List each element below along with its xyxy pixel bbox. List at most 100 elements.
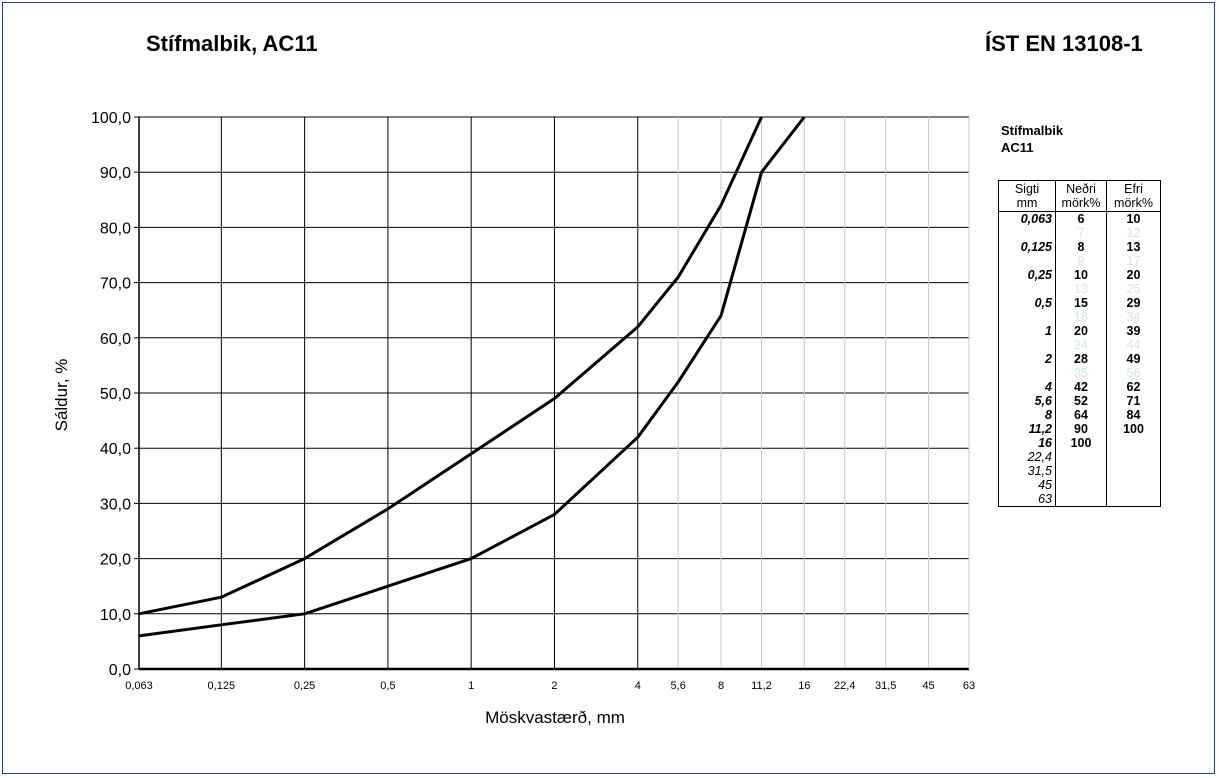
sieve-cell: 45 bbox=[998, 478, 1056, 492]
upper-limit-cell: 49 bbox=[1106, 352, 1161, 366]
sieve-cell: 63 bbox=[998, 492, 1056, 507]
sieve-cell bbox=[998, 366, 1056, 380]
upper-limit-cell bbox=[1106, 450, 1161, 464]
table-row: 5,6 52 71 bbox=[998, 394, 1161, 408]
table-row: 18 34 bbox=[998, 310, 1161, 324]
x-tick-label: 0,063 bbox=[125, 680, 153, 692]
x-tick-label: 8 bbox=[718, 680, 724, 692]
lower-limit-cell: 8 bbox=[1055, 240, 1107, 254]
sieve-cell: 5,6 bbox=[998, 394, 1056, 408]
upper-limit-cell: 25 bbox=[1106, 282, 1161, 296]
table-row: 2 28 49 bbox=[998, 352, 1161, 366]
y-tick-label: 60,0 bbox=[100, 331, 131, 348]
upper-limit-cell: 29 bbox=[1106, 296, 1161, 310]
lower-limit-cell: 9 bbox=[1055, 254, 1107, 268]
chart-grid bbox=[134, 116, 970, 671]
x-tick-label: 5,6 bbox=[671, 680, 686, 692]
x-tick-label: 1 bbox=[468, 680, 474, 692]
header-sieve: Sigti mm bbox=[998, 180, 1056, 212]
sieve-cell bbox=[998, 282, 1056, 296]
table-row: 0,063 6 10 bbox=[998, 211, 1161, 226]
lower-limit-curve bbox=[138, 116, 806, 638]
lower-limit-cell: 64 bbox=[1055, 408, 1107, 422]
table-row: 0,125 8 13 bbox=[998, 240, 1161, 254]
x-tick-label: 0,5 bbox=[380, 680, 395, 692]
table-row: 1 20 39 bbox=[998, 324, 1161, 338]
side-table-title: Stífmalbik AC11 bbox=[1001, 122, 1081, 156]
y-tick-label: 90,0 bbox=[100, 165, 131, 182]
y-tick-label: 80,0 bbox=[100, 220, 131, 237]
side-table-title-line1: Stífmalbik bbox=[1001, 123, 1064, 138]
table-row: 45 bbox=[998, 478, 1161, 492]
lower-limit-cell: 13 bbox=[1055, 282, 1107, 296]
sieve-cell: 11,2 bbox=[998, 422, 1056, 436]
table-row: 24 44 bbox=[998, 338, 1161, 352]
upper-limit-cell bbox=[1106, 436, 1161, 450]
upper-limit-cell: 13 bbox=[1106, 240, 1161, 254]
upper-limit-cell: 56 bbox=[1106, 366, 1161, 380]
x-tick-label: 63 bbox=[963, 680, 975, 692]
chart-ticks: 0,0 10,0 20,0 30,0 40,0 50,0 60,0 70,0 80,0 90,0 1… bbox=[91, 110, 975, 692]
x-tick-label: 16 bbox=[798, 680, 810, 692]
x-tick-label: 0,125 bbox=[208, 680, 236, 692]
x-tick-label: 11,2 bbox=[751, 680, 772, 692]
lower-limit-cell bbox=[1055, 478, 1107, 492]
sieve-cell: 0,063 bbox=[998, 211, 1056, 226]
table-row: 63 bbox=[998, 492, 1161, 507]
sieve-cell: 4 bbox=[998, 380, 1056, 394]
lower-limit-cell: 6 bbox=[1055, 211, 1107, 226]
upper-limit-cell: 84 bbox=[1106, 408, 1161, 422]
lower-limit-cell bbox=[1055, 450, 1107, 464]
lower-limit-cell: 24 bbox=[1055, 338, 1107, 352]
lower-limit-cell: 20 bbox=[1055, 324, 1107, 338]
table-row: 35 56 bbox=[998, 366, 1161, 380]
sieve-cell bbox=[998, 338, 1056, 352]
chart-title: Stífmalbik, AC11 bbox=[146, 31, 318, 56]
sieve-cell: 31,5 bbox=[998, 464, 1056, 478]
table-row: 7 12 bbox=[998, 226, 1161, 240]
header-upper: Efri mörk% bbox=[1106, 180, 1161, 212]
lower-limit-cell: 52 bbox=[1055, 394, 1107, 408]
x-tick-label: 4 bbox=[635, 680, 641, 692]
sieve-cell: 16 bbox=[998, 436, 1056, 450]
table-row: 4 42 62 bbox=[998, 380, 1161, 394]
lower-limit-cell: 15 bbox=[1055, 296, 1107, 310]
table-row: 0,25 10 20 bbox=[998, 268, 1161, 282]
upper-limit-curve bbox=[138, 116, 763, 616]
y-tick-label: 30,0 bbox=[100, 496, 131, 513]
lower-limit-cell: 90 bbox=[1055, 422, 1107, 436]
y-tick-label: 50,0 bbox=[100, 386, 131, 403]
x-tick-label: 45 bbox=[922, 680, 934, 692]
x-tick-label: 22,4 bbox=[834, 680, 855, 692]
x-tick-label: 2 bbox=[551, 680, 557, 692]
sieve-cell bbox=[998, 226, 1056, 240]
sieve-cell: 0,25 bbox=[998, 268, 1056, 282]
side-table-title-line2: AC11 bbox=[1001, 140, 1034, 155]
sieve-cell bbox=[998, 254, 1056, 268]
lower-limit-cell: 10 bbox=[1055, 268, 1107, 282]
sieve-cell: 0,125 bbox=[998, 240, 1056, 254]
upper-limit-cell bbox=[1106, 464, 1161, 478]
table-row: 16 100 bbox=[998, 436, 1161, 450]
header-lower: Neðri mörk% bbox=[1055, 180, 1107, 212]
y-tick-label: 20,0 bbox=[100, 552, 131, 569]
y-tick-label: 10,0 bbox=[100, 607, 131, 624]
upper-limit-cell: 44 bbox=[1106, 338, 1161, 352]
upper-limit-cell: 100 bbox=[1106, 422, 1161, 436]
y-tick-label: 100,0 bbox=[91, 110, 131, 127]
lower-limit-cell: 28 bbox=[1055, 352, 1107, 366]
sieve-cell: 0,5 bbox=[998, 296, 1056, 310]
upper-limit-cell: 34 bbox=[1106, 310, 1161, 324]
y-tick-label: 0,0 bbox=[109, 662, 131, 679]
upper-limit-cell: 10 bbox=[1106, 211, 1161, 226]
sieve-cell: 8 bbox=[998, 408, 1056, 422]
table-header-row: Sigti mm Neðri mörk% Efri mörk% bbox=[998, 180, 1161, 212]
y-tick-label: 70,0 bbox=[100, 276, 131, 293]
lower-limit-cell: 100 bbox=[1055, 436, 1107, 450]
y-tick-label: 40,0 bbox=[100, 441, 131, 458]
upper-limit-cell: 39 bbox=[1106, 324, 1161, 338]
upper-limit-cell: 71 bbox=[1106, 394, 1161, 408]
standard-title: ÍST EN 13108-1 bbox=[985, 31, 1143, 56]
lower-limit-cell: 35 bbox=[1055, 366, 1107, 380]
